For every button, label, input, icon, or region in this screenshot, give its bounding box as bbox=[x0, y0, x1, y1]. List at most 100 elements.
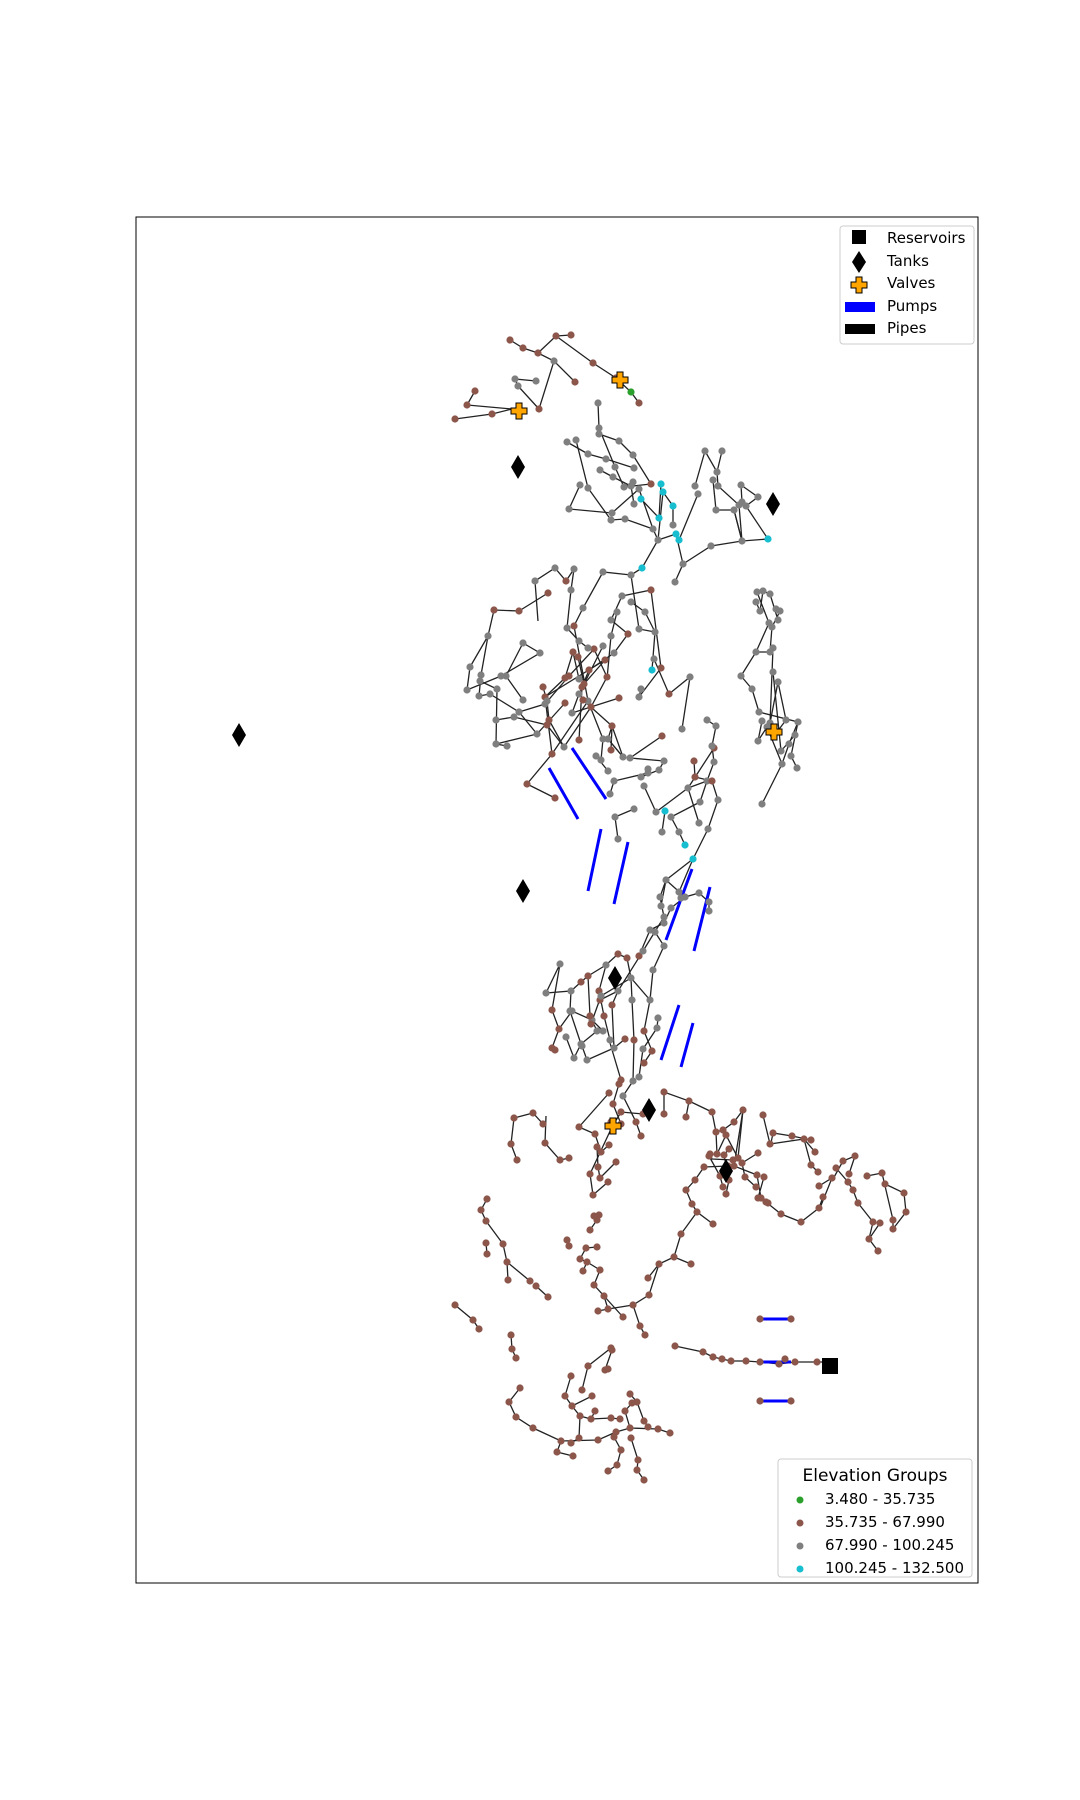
junction-node bbox=[611, 463, 619, 471]
junction-node bbox=[512, 1354, 520, 1362]
junction-node bbox=[563, 438, 571, 446]
junction-node bbox=[508, 1345, 516, 1353]
pipe bbox=[598, 964, 611, 1041]
junction-node bbox=[602, 455, 610, 463]
junction-node bbox=[713, 1150, 721, 1158]
junction-node bbox=[582, 1244, 590, 1252]
junction-node bbox=[572, 436, 580, 444]
junction-node bbox=[811, 1148, 819, 1156]
junction-node bbox=[691, 482, 699, 490]
junction-node bbox=[613, 608, 621, 616]
junction-node bbox=[551, 564, 559, 572]
junction-node bbox=[607, 1344, 615, 1352]
junction-node bbox=[511, 375, 519, 383]
junction-node bbox=[762, 1198, 770, 1206]
pipe bbox=[599, 879, 667, 1001]
junction-node bbox=[451, 415, 459, 423]
junction-node bbox=[712, 722, 720, 730]
pipe bbox=[478, 609, 566, 735]
legend-label-valves: Valves bbox=[887, 274, 936, 292]
legend-components: Reservoirs Tanks Valves Pumps Pipes bbox=[839, 225, 975, 345]
junction-node bbox=[666, 1429, 674, 1437]
junction-node bbox=[707, 542, 715, 550]
tank-marker bbox=[766, 492, 780, 516]
junction-node bbox=[562, 577, 570, 585]
junction-node bbox=[550, 357, 558, 365]
junction-node bbox=[604, 1365, 612, 1373]
junction-node bbox=[531, 577, 539, 585]
junction-node bbox=[614, 987, 622, 995]
junction-node bbox=[610, 777, 618, 785]
junction-node bbox=[606, 1036, 614, 1044]
junction-node bbox=[637, 495, 645, 503]
junction-node bbox=[613, 1461, 621, 1469]
junction-node bbox=[575, 675, 583, 683]
junction-node bbox=[660, 1110, 668, 1118]
junction-node bbox=[645, 1291, 653, 1299]
junction-node bbox=[635, 399, 643, 407]
junction-node bbox=[497, 672, 505, 680]
junction-node bbox=[633, 1398, 641, 1406]
junction-node bbox=[600, 1292, 608, 1300]
junction-node bbox=[599, 568, 607, 576]
pump bbox=[612, 841, 630, 905]
junction-node bbox=[849, 1186, 857, 1194]
pipe bbox=[663, 1091, 690, 1118]
junction-node bbox=[471, 387, 479, 395]
junction-node bbox=[700, 1163, 708, 1171]
junction-node bbox=[766, 590, 774, 598]
junction-node bbox=[606, 790, 614, 798]
junction-node bbox=[685, 1097, 693, 1105]
pipe bbox=[509, 334, 572, 354]
junction-node bbox=[774, 678, 782, 686]
junction-node bbox=[569, 1452, 577, 1460]
junction-node bbox=[727, 1357, 735, 1365]
junction-node bbox=[556, 960, 564, 968]
junction-node bbox=[579, 604, 587, 612]
junction-node bbox=[628, 996, 636, 1004]
junction-node bbox=[575, 690, 583, 698]
junction-node bbox=[782, 716, 790, 724]
junction-node bbox=[612, 1158, 620, 1166]
junction-node bbox=[610, 1044, 618, 1052]
junction-node bbox=[725, 1145, 733, 1153]
junction-node bbox=[542, 989, 550, 997]
pipe bbox=[607, 1436, 622, 1472]
pipe bbox=[649, 931, 665, 1001]
junction-node bbox=[529, 1424, 537, 1432]
junction-node bbox=[579, 1267, 587, 1275]
junction-node bbox=[878, 1169, 886, 1177]
pipe bbox=[630, 1437, 645, 1481]
pipe bbox=[579, 1246, 598, 1263]
junction-node bbox=[851, 1152, 859, 1160]
junction-node bbox=[551, 794, 559, 802]
junction-node bbox=[578, 1386, 586, 1394]
junction-node bbox=[800, 1135, 808, 1143]
junction-node bbox=[688, 1200, 696, 1208]
tank-layer bbox=[232, 455, 780, 1183]
junction-node bbox=[584, 484, 592, 492]
pipe bbox=[555, 335, 640, 404]
junction-node bbox=[639, 1045, 647, 1053]
junction-node bbox=[584, 972, 592, 980]
junction-node bbox=[574, 653, 582, 661]
junction-node bbox=[555, 1025, 563, 1033]
junction-node bbox=[561, 699, 569, 707]
junction-node bbox=[635, 1073, 643, 1081]
junction-node bbox=[754, 493, 762, 501]
pipe bbox=[682, 479, 743, 565]
pipe bbox=[544, 1115, 570, 1161]
junction-node bbox=[712, 1128, 720, 1136]
junction-node bbox=[635, 693, 643, 701]
diamond-icon bbox=[852, 251, 866, 273]
junction-node bbox=[754, 1194, 762, 1202]
junction-node bbox=[690, 757, 698, 765]
junction-node bbox=[504, 1276, 512, 1284]
junction-node bbox=[492, 716, 500, 724]
junction-node bbox=[793, 764, 801, 772]
junction-node bbox=[785, 740, 793, 748]
junction-node bbox=[760, 1173, 768, 1181]
junction-node bbox=[593, 1216, 601, 1224]
junction-node bbox=[600, 1012, 608, 1020]
